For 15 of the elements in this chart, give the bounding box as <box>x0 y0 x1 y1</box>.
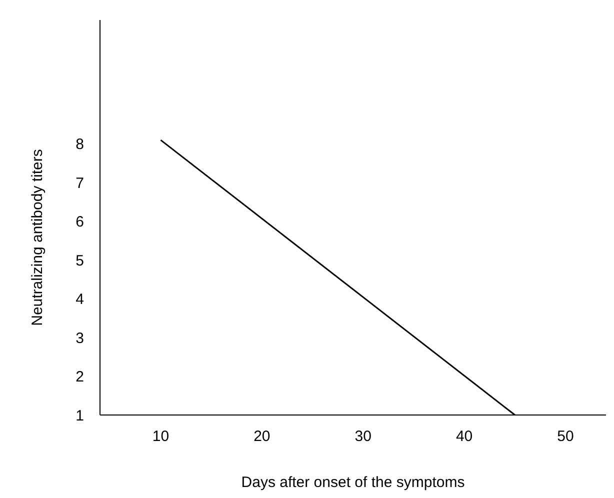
y-tick-label: 7 <box>76 174 84 192</box>
y-tick-label: 2 <box>76 368 84 386</box>
x-tick-label: 30 <box>354 428 372 445</box>
x-tick-label: 40 <box>456 428 473 445</box>
y-tick-label: 8 <box>76 136 84 154</box>
y-axis-title: Neutralizing antibody titers <box>29 149 46 326</box>
y-tick-label: 4 <box>76 291 84 308</box>
x-tick-label: 10 <box>152 428 170 445</box>
y-tick-label: 1 <box>76 407 84 424</box>
x-axis-title: Days after onset of the symptoms <box>241 474 465 491</box>
y-tick-label: 5 <box>76 252 84 270</box>
y-tick-label: 6 <box>76 214 84 231</box>
y-tick-label: 3 <box>76 330 84 347</box>
x-tick-label: 50 <box>557 428 574 445</box>
x-tick-label: 20 <box>254 428 270 445</box>
